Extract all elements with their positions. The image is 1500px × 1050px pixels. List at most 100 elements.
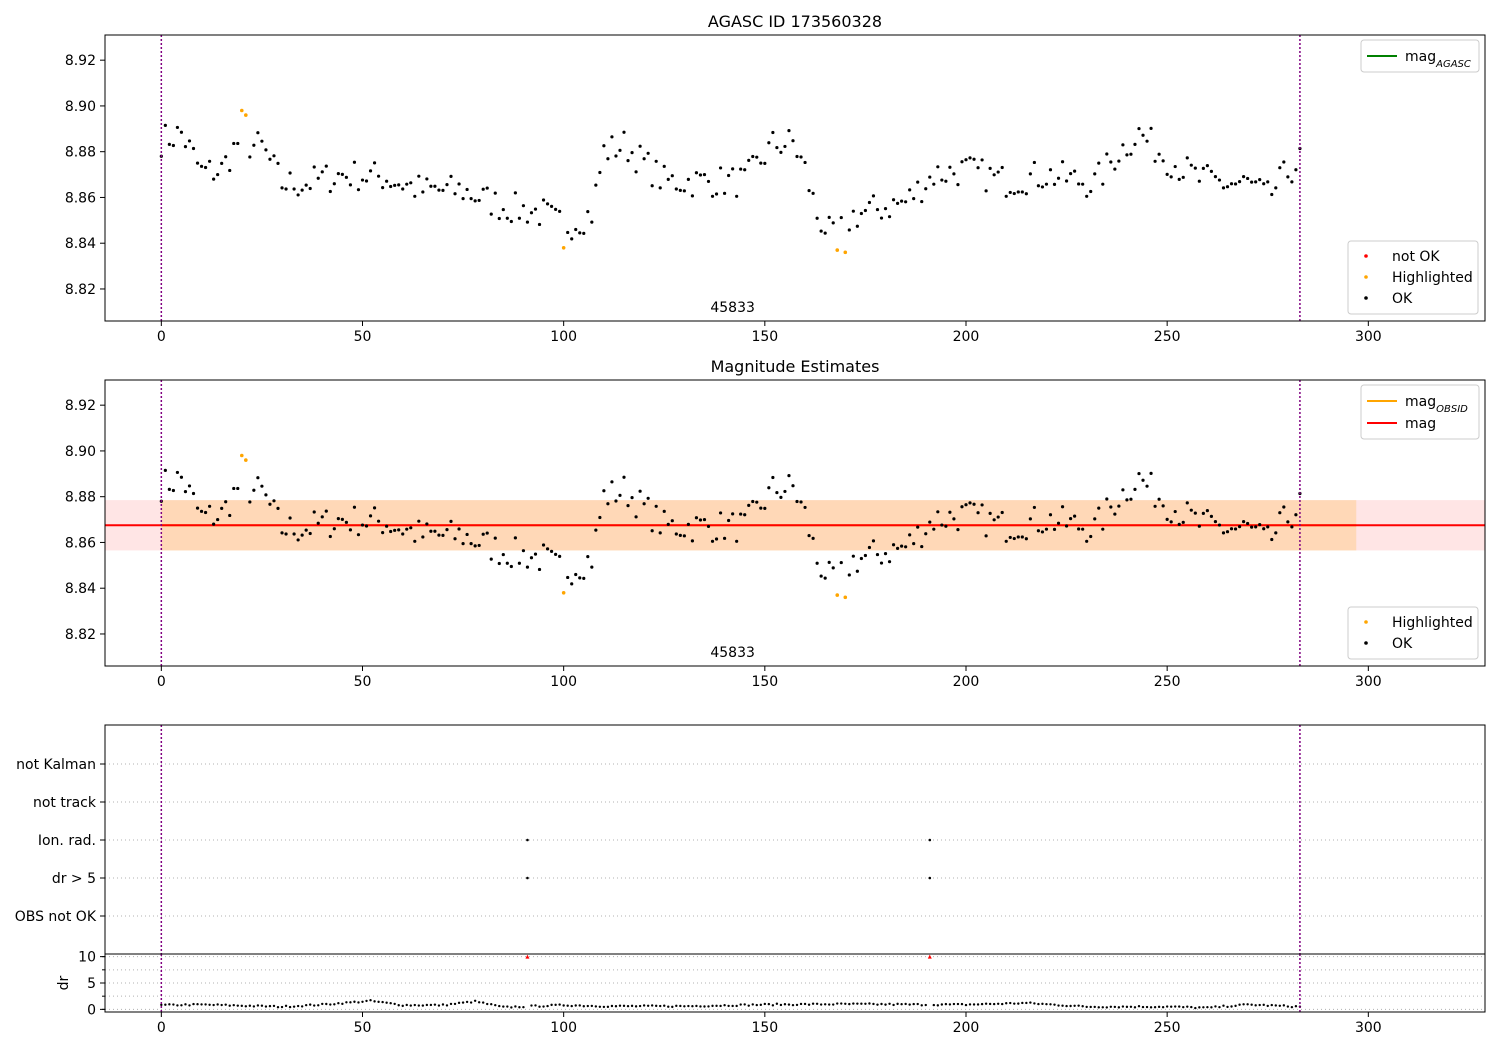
ok-point [670,519,674,523]
legend-point-swatch [1364,254,1368,258]
ok-point [288,171,292,175]
dr-point [771,1004,775,1007]
dr-point [554,1003,557,1007]
ok-point [1073,169,1077,173]
dr-point [671,1005,674,1009]
dr-point [188,1004,191,1007]
ok-point [1270,537,1274,542]
ok-point [799,500,803,504]
dr-point [699,1005,702,1008]
ok-point [759,506,763,510]
ok-point [795,154,799,159]
ok-point [718,166,723,170]
ok-point [1237,180,1242,184]
dr-point [1093,1005,1096,1009]
ok-point [549,549,554,553]
ok-point [1185,156,1189,160]
ok-point [1028,172,1032,176]
ok-point [626,504,630,508]
ok-point [393,528,397,532]
ok-point [586,555,590,559]
ok-point [1242,175,1246,179]
ok-point [413,194,417,198]
ok-point [952,172,956,176]
ok-point [566,575,570,580]
ok-point [344,520,348,524]
ok-point [1036,184,1041,188]
dr-point [868,1002,871,1005]
highlighted-point [835,593,840,597]
ok-point [1141,478,1145,482]
ok-point [815,561,819,565]
ok-point [1052,527,1057,532]
dr-point [1009,1001,1012,1005]
ok-point [988,166,992,170]
ok-point [1068,517,1073,521]
ok-point [232,486,236,491]
ok-point [525,220,530,224]
ok-point [1193,511,1197,515]
ok-point [1246,176,1250,181]
ok-point [554,207,558,211]
dr-point [325,1002,328,1006]
ok-point [175,470,180,475]
dr-point [1286,1005,1290,1008]
ok-point [646,496,650,500]
dr-point [506,1005,509,1008]
ok-point [751,499,755,504]
dr-point [964,1003,968,1007]
dr-point [296,1004,300,1008]
ok-point [767,486,771,490]
dr-point [1246,1003,1249,1006]
ok-point [1125,153,1129,157]
ok-point [1262,182,1266,186]
ok-point [895,546,900,550]
ok-point [731,167,735,171]
ok-point [183,490,188,494]
ok-point [1016,190,1020,194]
ok-point [1165,517,1169,521]
ok-point [1169,520,1173,524]
ok-point [690,539,695,543]
ok-point [372,161,377,165]
highlighted-point [561,590,566,595]
ok-point [694,516,699,520]
ok-point [626,159,630,163]
ok-point [421,535,425,539]
ok-point [216,517,220,522]
dr-point [176,1004,179,1007]
x-tick-label: 100 [550,674,577,690]
ok-point [1137,126,1141,131]
dr-point [1222,1004,1225,1007]
dr-point [912,1002,915,1006]
dr-panel: 0 5 10 dr 0 50 100 150 200 250 300 [56,950,1486,1036]
dr-point [192,1002,195,1006]
dr-point [1061,1004,1064,1007]
ok-point [598,170,602,175]
ok-point [686,177,690,181]
legend-frame [1347,240,1479,315]
dr-point [369,999,372,1002]
ok-point [493,191,497,195]
dr-point [421,1004,425,1007]
ok-point [505,216,509,220]
y-tick-label: 8.84 [65,581,96,597]
y-tick-label: 0 [87,1002,96,1018]
ok-point [413,539,417,543]
dr-point [836,1002,839,1005]
dr-point [486,1002,489,1006]
ok-point [851,554,855,558]
ok-point [1056,176,1061,180]
dr-point [373,1000,376,1003]
dr-point [244,1005,248,1008]
dr-point [240,1004,243,1008]
ok-point [489,212,493,216]
dr-point [803,1002,807,1006]
ok-point [203,165,208,170]
ok-point [1024,192,1028,196]
dr-point [232,1003,235,1007]
dr-point [1165,1005,1169,1008]
ok-point [324,164,328,168]
ok-point [316,176,320,180]
